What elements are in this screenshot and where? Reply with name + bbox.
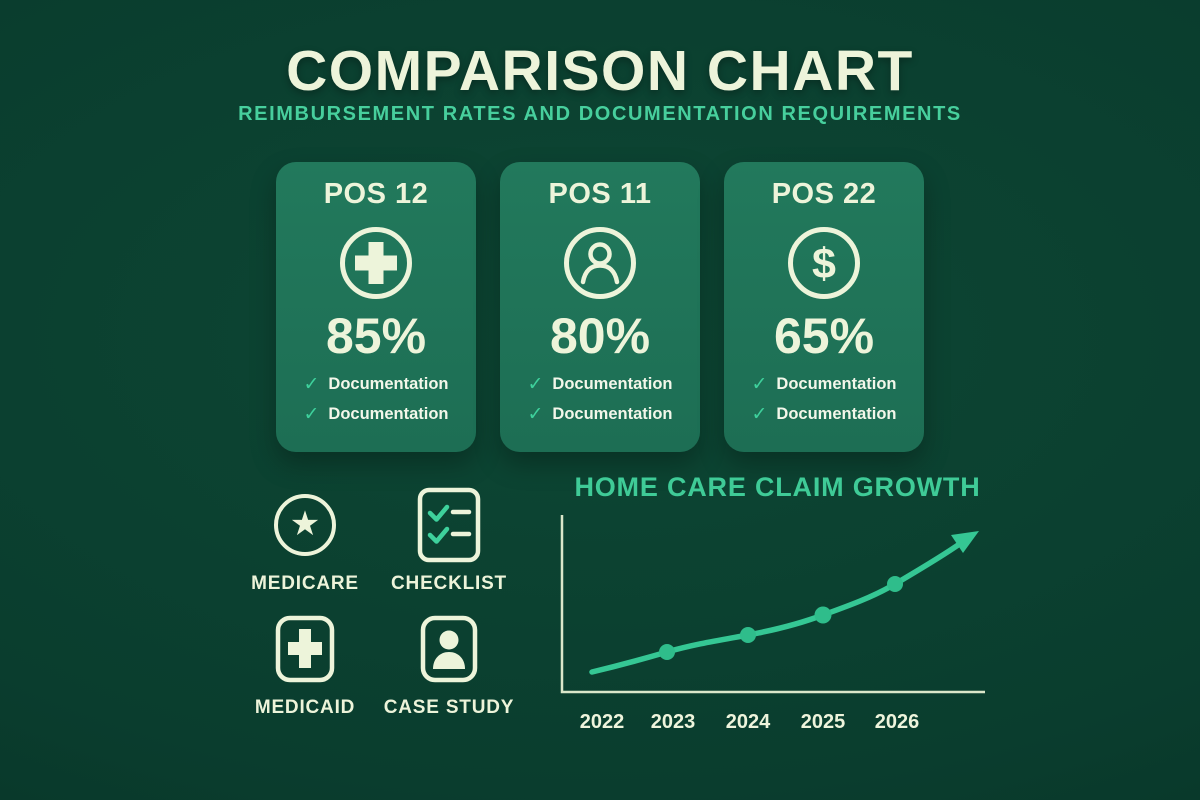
chart-axes	[560, 515, 985, 694]
growth-chart-panel: HOME CARE CLAIM GROWTH 2022 2023 2024 20…	[555, 472, 1000, 742]
x-tick-2023: 2023	[651, 711, 696, 733]
data-point-2023	[659, 644, 675, 660]
checklist-item: ✓ Documentation	[527, 375, 672, 394]
pos-22-card: POS 22 $ 65% ✓ Documentation ✓ Documenta…	[724, 162, 924, 452]
legend-label: CHECKLIST	[391, 573, 507, 594]
pos-11-card: POS 11 80% ✓ Documentation ✓ Documentati…	[500, 162, 700, 452]
card-checklist: ✓ Documentation ✓ Documentation	[303, 375, 448, 424]
checklist-icon	[417, 487, 481, 563]
checklist-item: ✓ Documentation	[527, 405, 672, 424]
dollar-glyph: $	[812, 240, 836, 288]
checklist-item-label: Documentation	[776, 375, 897, 393]
medical-cross-icon	[275, 615, 335, 683]
legend-medicare: ★ MEDICARE	[229, 486, 381, 595]
page-subtitle: REIMBURSEMENT RATES AND DOCUMENTATION RE…	[238, 103, 962, 125]
growth-line	[589, 540, 964, 675]
check-icon: ✓	[303, 403, 320, 425]
card-title: POS 22	[771, 178, 877, 210]
legend-label: MEDICAID	[254, 697, 356, 718]
reimbursement-rate: 80%	[549, 308, 651, 364]
medical-plus-circle-icon	[340, 227, 412, 299]
legend-medicaid: MEDICAID	[229, 610, 381, 719]
check-icon: ✓	[527, 403, 544, 425]
legend-checklist: CHECKLIST	[373, 486, 525, 595]
checklist-item-label: Documentation	[552, 405, 673, 423]
checklist-item: ✓ Documentation	[751, 405, 896, 424]
check-icon: ✓	[751, 373, 768, 395]
pos-12-card: POS 12 85% ✓ Documentation ✓ Documentati…	[276, 162, 476, 452]
reimbursement-rate: 65%	[773, 308, 875, 364]
x-tick-2026: 2026	[875, 711, 920, 733]
checklist-item-label: Documentation	[328, 375, 449, 393]
legend-label: MEDICARE	[251, 573, 359, 594]
checklist-item-label: Documentation	[776, 405, 897, 423]
data-point-2024	[740, 627, 756, 643]
checklist-item: ✓ Documentation	[303, 405, 448, 424]
checklist-item-label: Documentation	[328, 405, 449, 423]
star-circle-icon: ★	[274, 494, 336, 556]
check-icon: ✓	[303, 373, 320, 395]
person-circle-icon	[564, 227, 636, 299]
x-tick-2024: 2024	[726, 711, 771, 733]
x-tick-2025: 2025	[801, 711, 846, 733]
x-tick-2022: 2022	[580, 711, 625, 733]
check-icon: ✓	[751, 403, 768, 425]
chart-title: HOME CARE CLAIM GROWTH	[574, 472, 981, 502]
legend-label: CASE STUDY	[383, 697, 515, 718]
data-point-2025	[814, 606, 832, 624]
checklist-item: ✓ Documentation	[751, 375, 896, 394]
reimbursement-rate: 85%	[325, 308, 427, 364]
comparison-cards: POS 12 85% ✓ Documentation ✓ Documentati…	[0, 162, 1200, 452]
card-checklist: ✓ Documentation ✓ Documentation	[527, 375, 672, 424]
legend-case-study: CASE STUDY	[373, 610, 525, 719]
dollar-circle-icon: $	[788, 227, 860, 299]
person-badge-icon	[420, 615, 478, 683]
check-icon: ✓	[527, 373, 544, 395]
card-title: POS 12	[323, 178, 429, 210]
page-title: COMPARISON CHART	[286, 39, 914, 103]
checklist-item-label: Documentation	[552, 375, 673, 393]
card-title: POS 11	[548, 178, 652, 210]
line-chart: 2022 2023 2024 2025 2026	[560, 515, 985, 733]
checklist-item: ✓ Documentation	[303, 375, 448, 394]
star-glyph: ★	[289, 505, 321, 543]
data-point-2026	[887, 576, 903, 592]
arrow-head-icon	[951, 531, 979, 553]
card-checklist: ✓ Documentation ✓ Documentation	[751, 375, 896, 424]
